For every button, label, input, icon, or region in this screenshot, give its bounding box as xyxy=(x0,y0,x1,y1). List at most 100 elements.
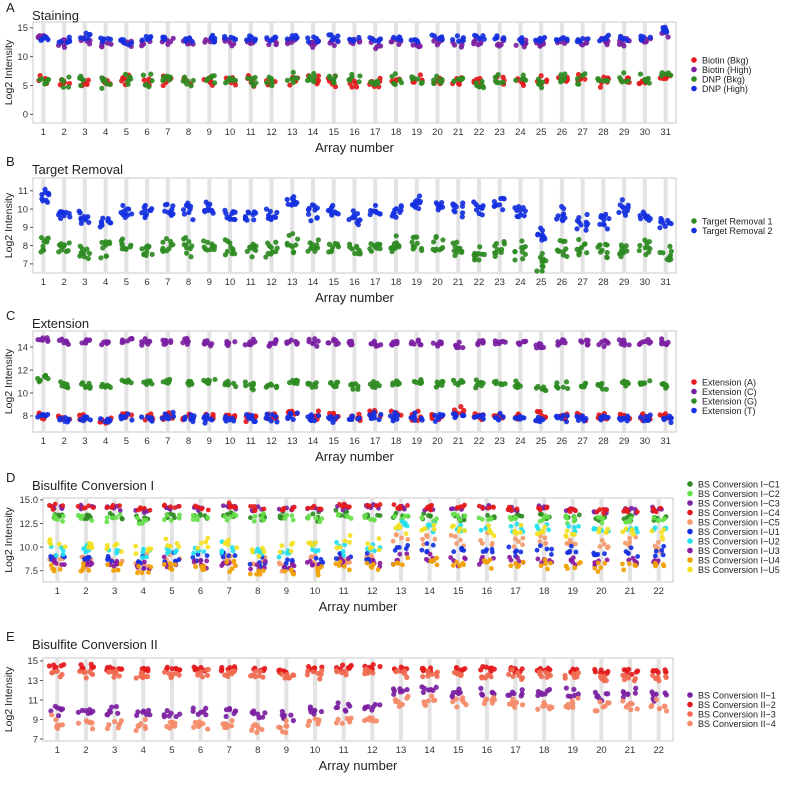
data-point xyxy=(172,562,178,568)
data-point xyxy=(584,211,590,218)
data-point xyxy=(312,336,318,342)
data-point xyxy=(306,336,312,342)
data-point xyxy=(250,387,256,393)
data-point xyxy=(161,669,168,675)
legend-label: Extension (A) xyxy=(702,377,756,387)
data-point xyxy=(112,543,118,549)
data-point xyxy=(567,548,573,554)
data-point xyxy=(490,690,496,696)
data-point xyxy=(231,664,238,670)
data-point xyxy=(205,544,211,550)
data-point xyxy=(545,566,550,572)
data-point xyxy=(120,211,126,218)
data-point xyxy=(66,34,72,40)
data-point xyxy=(492,253,498,259)
x-tick-label: 3 xyxy=(112,586,117,597)
data-point xyxy=(570,666,576,672)
data-point xyxy=(600,516,606,522)
data-point xyxy=(520,542,525,548)
data-point xyxy=(555,339,561,345)
data-point xyxy=(273,384,280,391)
data-point xyxy=(506,544,512,550)
data-point xyxy=(621,380,627,386)
x-tick-label: 14 xyxy=(424,745,435,756)
data-point xyxy=(115,710,121,716)
data-point xyxy=(209,417,215,423)
data-point xyxy=(167,548,172,554)
legend-label: BS Conversion I−C2 xyxy=(698,489,780,499)
data-point xyxy=(419,547,425,553)
data-point xyxy=(210,411,216,418)
data-point xyxy=(314,245,321,251)
data-point xyxy=(166,713,172,719)
data-point xyxy=(405,537,411,542)
data-point xyxy=(266,74,272,80)
data-point xyxy=(234,545,240,551)
data-point xyxy=(372,384,378,390)
data-point xyxy=(603,386,610,392)
data-point xyxy=(415,205,422,212)
data-point xyxy=(50,507,56,512)
data-point xyxy=(506,701,513,707)
data-point xyxy=(203,539,209,545)
data-point xyxy=(652,543,658,549)
data-point xyxy=(212,376,218,383)
data-point xyxy=(377,246,383,252)
data-point xyxy=(119,666,125,672)
data-point xyxy=(491,203,497,209)
data-point xyxy=(180,207,187,213)
data-point xyxy=(205,377,211,383)
data-point xyxy=(119,241,125,247)
data-point xyxy=(411,378,417,385)
data-point xyxy=(452,534,458,539)
data-point xyxy=(201,238,207,244)
data-point xyxy=(317,676,323,682)
data-point xyxy=(211,73,217,79)
data-point xyxy=(604,557,610,563)
data-point xyxy=(632,690,638,696)
data-point xyxy=(64,381,70,387)
data-point xyxy=(568,543,574,549)
x-tick-label: 14 xyxy=(308,127,319,138)
data-point xyxy=(35,336,41,343)
data-point xyxy=(391,562,396,567)
data-point xyxy=(77,35,84,41)
data-point xyxy=(368,341,374,347)
data-point xyxy=(211,80,218,86)
data-point xyxy=(575,691,581,697)
data-point xyxy=(659,534,665,540)
data-point xyxy=(450,377,457,383)
y-tick-label: 7.5 xyxy=(25,566,38,577)
legend-label: DNP (High) xyxy=(702,84,748,94)
data-point xyxy=(345,514,351,520)
data-point xyxy=(543,79,550,85)
data-point xyxy=(652,525,658,531)
data-point xyxy=(229,717,235,724)
x-tick-label: 9 xyxy=(284,745,289,756)
data-point xyxy=(619,204,626,210)
data-point xyxy=(141,77,147,83)
x-tick-label: 25 xyxy=(536,277,547,288)
data-point xyxy=(224,559,230,565)
data-point xyxy=(353,243,360,249)
data-point xyxy=(197,511,203,517)
data-point xyxy=(506,671,512,678)
data-point xyxy=(394,545,400,550)
data-point xyxy=(479,78,485,85)
data-point xyxy=(520,535,526,541)
data-point xyxy=(580,35,586,42)
data-point xyxy=(489,541,495,546)
data-point xyxy=(414,38,420,44)
data-point xyxy=(624,37,630,43)
data-point xyxy=(50,669,56,676)
data-point xyxy=(204,239,211,245)
data-point xyxy=(619,197,625,203)
data-point xyxy=(200,720,206,727)
data-point xyxy=(618,417,624,423)
x-tick-label: 7 xyxy=(165,127,170,138)
data-point xyxy=(43,197,49,203)
data-point xyxy=(663,385,669,391)
data-point xyxy=(411,244,418,250)
data-point xyxy=(327,380,334,386)
data-point xyxy=(314,566,320,571)
